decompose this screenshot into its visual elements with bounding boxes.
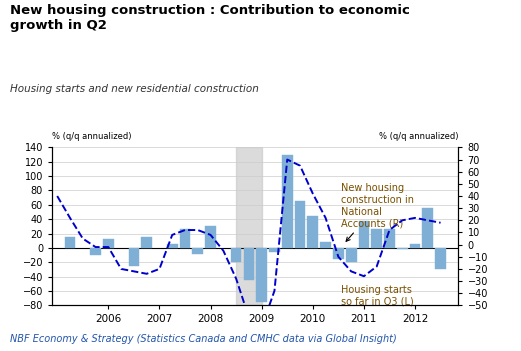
Bar [346,248,356,262]
Bar [410,244,420,248]
Bar [65,237,76,248]
Bar [333,248,344,259]
Bar [243,248,254,280]
Bar [295,201,305,248]
Bar [141,237,152,248]
Bar [320,242,331,248]
Bar [358,221,369,248]
Bar [231,248,242,262]
Bar [129,248,139,266]
Text: New housing
construction in
National
Accounts (R): New housing construction in National Acc… [341,183,414,241]
Bar [192,248,203,254]
Bar [423,208,433,248]
Text: Housing starts and new residential construction: Housing starts and new residential const… [10,84,259,94]
Bar [236,147,262,305]
Bar [371,229,382,248]
Text: NBF Economy & Strategy (Statistics Canada and CMHC data via Global Insight): NBF Economy & Strategy (Statistics Canad… [10,334,397,344]
Bar [167,244,178,248]
Bar [103,239,114,248]
Bar [90,248,101,255]
Bar [435,248,446,270]
Text: % (q/q annualized): % (q/q annualized) [52,132,132,141]
Bar [384,229,395,248]
Bar [269,248,280,252]
Bar [397,248,407,249]
Bar [256,248,267,302]
Bar [307,216,318,248]
Bar [180,229,190,248]
Text: % (q/q annualized): % (q/q annualized) [379,132,458,141]
Text: New housing construction : Contribution to economic
growth in Q2: New housing construction : Contribution … [10,4,411,32]
Bar [282,154,293,248]
Text: Housing starts
so far in Q3 (L): Housing starts so far in Q3 (L) [341,285,414,307]
Bar [205,226,216,248]
